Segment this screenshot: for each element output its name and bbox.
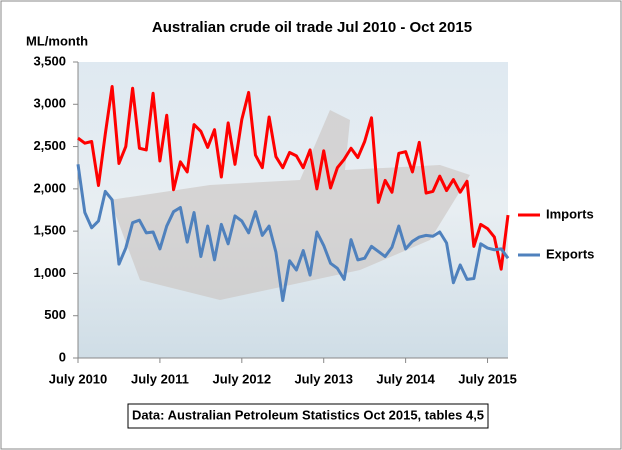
y-tick-label: 1,500 [33, 223, 66, 238]
x-tick-label: July 2011 [131, 371, 189, 386]
y-tick-label: 3,500 [33, 53, 66, 68]
y-tick-label: 0 [59, 349, 66, 364]
y-tick-label: 2,500 [33, 138, 66, 153]
note-box [127, 403, 489, 429]
chart-title: Australian crude oil trade Jul 2010 - Oc… [152, 19, 472, 36]
legend-label: Imports [546, 206, 594, 221]
x-tick-label: July 2012 [213, 371, 272, 386]
x-tick-label: July 2014 [376, 371, 435, 386]
y-tick-label: 2,000 [33, 180, 66, 195]
line-series [76, 164, 510, 302]
y-axis-label: ML/month [26, 33, 88, 48]
y-tick-label: 3,000 [33, 96, 66, 111]
note: Data: Australian Petroleum Statistics Oc… [132, 407, 484, 422]
legend-label: Exports [546, 246, 594, 261]
line-series [77, 85, 510, 271]
x-tick-label: July 2015 [458, 371, 517, 386]
y-tick-label: 1,000 [33, 265, 66, 280]
y-tick-label: 500 [44, 307, 66, 322]
x-tick-label: July 2010 [49, 371, 108, 386]
x-tick-label: July 2013 [294, 371, 353, 386]
